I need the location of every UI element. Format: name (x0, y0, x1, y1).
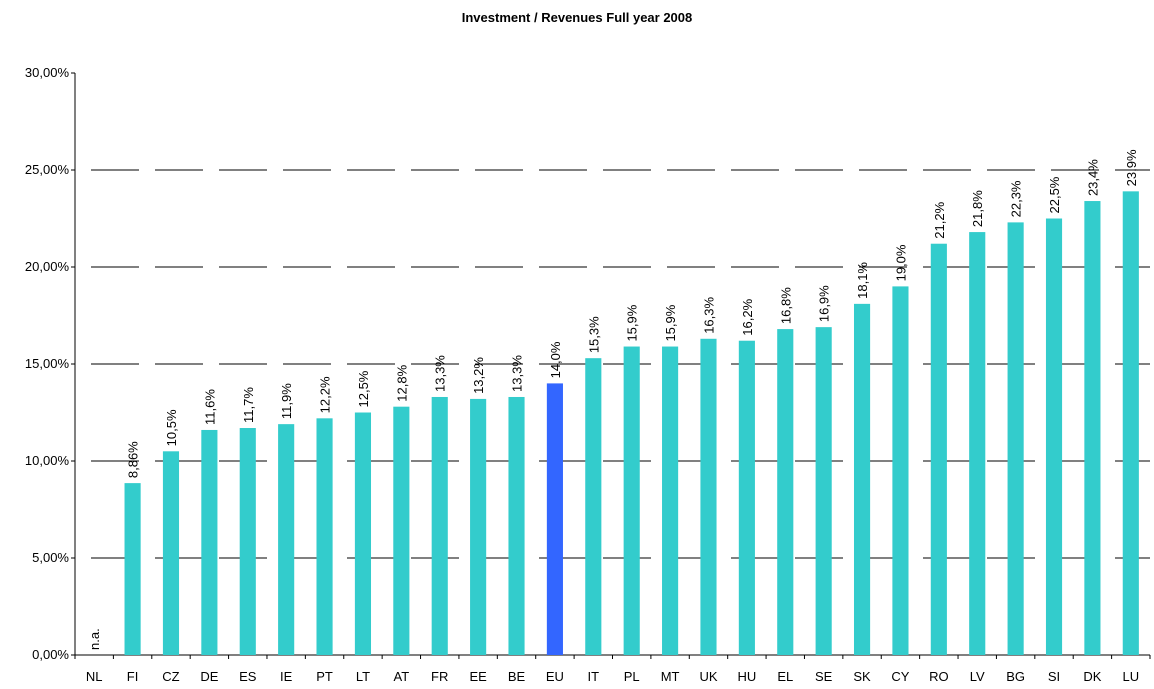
bar (201, 429, 218, 655)
value-label: 11,6% (202, 389, 217, 425)
y-tick-label: 15,00% (25, 356, 70, 371)
bar (1084, 201, 1101, 656)
bar (354, 412, 372, 655)
x-tick-label: EU (546, 669, 564, 684)
x-tick-label: RO (929, 669, 949, 684)
x-tick-label: EE (469, 669, 487, 684)
x-tick-label: BE (508, 669, 526, 684)
bar (777, 329, 794, 655)
x-tick-label: IE (280, 669, 293, 684)
x-tick-label: PT (316, 669, 333, 684)
bar (1045, 218, 1063, 655)
x-tick-label: CZ (162, 669, 179, 684)
x-tick-label: NL (86, 669, 103, 684)
x-tick-label: ES (239, 669, 257, 684)
x-tick-label: MT (661, 669, 680, 684)
x-tick-label: SE (815, 669, 833, 684)
value-label: 16,9% (817, 285, 832, 322)
y-tick-label: 30,00% (25, 65, 70, 80)
value-label: 21,2% (932, 201, 947, 238)
value-label: 12,2% (318, 376, 333, 413)
value-label: 13,3% (510, 355, 525, 392)
x-tick-label: IT (588, 669, 600, 684)
bar (892, 286, 909, 655)
bar (278, 424, 295, 655)
value-label: 23,4% (1085, 159, 1100, 196)
x-tick-label: BG (1006, 669, 1025, 684)
x-tick-label: LU (1122, 669, 1139, 684)
value-label: 15,3% (586, 316, 601, 353)
value-label: 18,1% (855, 262, 870, 299)
value-label: 16,8% (778, 287, 793, 324)
bar (700, 338, 717, 655)
value-label: 10,5% (164, 409, 179, 446)
x-tick-label: EL (777, 669, 793, 684)
y-tick-label: 25,00% (25, 162, 70, 177)
bar (1122, 191, 1139, 655)
value-label: 13,3% (433, 355, 448, 392)
value-label: 11,7% (241, 387, 256, 423)
value-label: 12,5% (356, 370, 371, 407)
value-label: 19,0% (893, 244, 908, 281)
x-tick-label: DE (200, 669, 218, 684)
bar (470, 398, 487, 655)
x-tick-label: LV (970, 669, 985, 684)
value-label: 14,0% (548, 341, 563, 378)
x-tick-label: FR (431, 669, 448, 684)
bar (585, 358, 602, 655)
value-label: 11,9% (279, 383, 294, 419)
value-label: 16,3% (701, 296, 716, 333)
value-label: n.a. (87, 628, 102, 650)
x-tick-label: LT (356, 669, 370, 684)
value-label: 16,2% (740, 298, 755, 335)
bar (1007, 222, 1024, 655)
bar (162, 451, 180, 655)
bar (239, 428, 256, 655)
x-tick-label: DK (1083, 669, 1101, 684)
x-tick-label: SI (1048, 669, 1060, 684)
value-label: 21,8% (970, 190, 985, 227)
bar (124, 483, 141, 655)
x-tick-label: HU (737, 669, 756, 684)
y-tick-label: 10,00% (25, 453, 70, 468)
value-label: 12,8% (394, 364, 409, 401)
bar (393, 406, 410, 655)
bar (431, 396, 448, 655)
y-tick-label: 5,00% (32, 550, 69, 565)
bar (815, 327, 832, 655)
x-tick-label: FI (127, 669, 139, 684)
y-tick-label: 0,00% (32, 647, 69, 662)
bar (662, 346, 679, 655)
value-label: 15,9% (663, 304, 678, 341)
y-tick-label: 20,00% (25, 259, 70, 274)
bar (623, 346, 640, 655)
bar (853, 303, 871, 655)
bar (316, 418, 333, 655)
value-label: 13,2% (471, 357, 486, 394)
value-label: 22,5% (1047, 176, 1062, 213)
chart-title: Investment / Revenues Full year 2008 (462, 10, 693, 25)
value-label: 22,3% (1009, 180, 1024, 217)
bar (738, 340, 755, 655)
value-label: 15,9% (625, 304, 640, 341)
x-tick-label: SK (853, 669, 871, 684)
bar (930, 243, 947, 655)
value-label: 8,86% (126, 441, 141, 478)
x-tick-label: PL (624, 669, 640, 684)
bar (546, 383, 563, 655)
bar (969, 232, 986, 655)
x-tick-label: UK (699, 669, 717, 684)
x-tick-label: AT (394, 669, 410, 684)
bar (508, 396, 525, 655)
value-label: 23,9% (1124, 149, 1139, 186)
x-tick-label: CY (891, 669, 909, 684)
